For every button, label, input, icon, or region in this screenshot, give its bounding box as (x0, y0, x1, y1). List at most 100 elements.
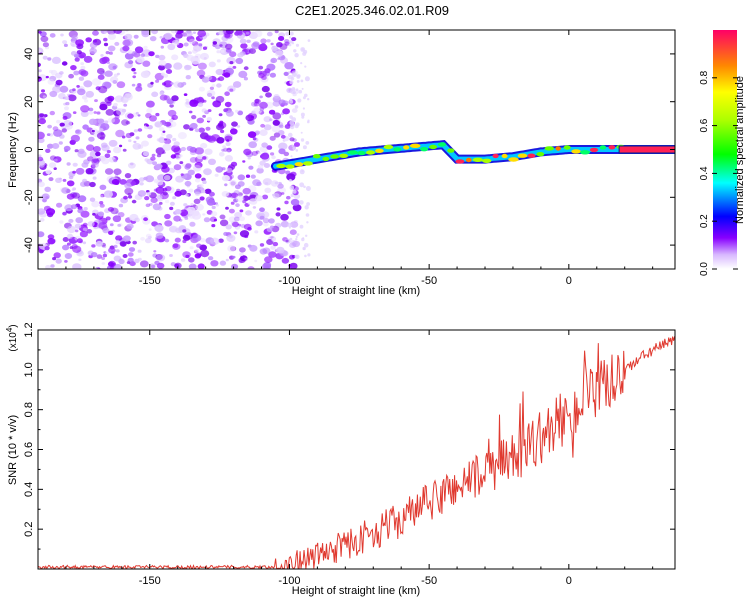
spectrogram-noise-blob (79, 230, 88, 238)
spectrogram-noise-blob (137, 83, 142, 87)
spectrogram-noise-blob (180, 173, 184, 176)
spectrogram-noise-blob (70, 204, 78, 210)
spectrogram-noise-blob (270, 152, 275, 156)
spectrogram-noise-blob (202, 46, 208, 50)
spectrogram-noise-blob (122, 254, 128, 258)
spectrogram-noise-blob (163, 123, 167, 126)
spectrogram-noise-blob (103, 190, 113, 198)
spectrogram-noise-blob (113, 168, 122, 175)
spectrogram-noise-blob (165, 69, 173, 74)
spectrogram-noise-blob (280, 134, 286, 139)
spectrogram-noise-blob (161, 165, 170, 173)
spectrogram-noise-blob (113, 263, 122, 269)
spectrogram-noise-blob (127, 162, 136, 169)
spectrogram-noise-blob (149, 36, 157, 42)
spectrogram-noise-blob (39, 113, 45, 118)
spectrogram-noise-blob (77, 88, 86, 96)
signal-track-blob (330, 154, 340, 159)
spectrogram-noise-blob (233, 216, 240, 222)
spectrogram-noise-blob (51, 143, 60, 149)
spectrogram-noise-blob (210, 260, 219, 267)
spectrogram-noise-blob (163, 74, 169, 78)
spectrogram-noise-blob (180, 258, 186, 262)
spectrogram-noise-blob (189, 157, 198, 163)
spectrogram-noise-blob (286, 195, 291, 200)
spectrogram-noise-blob (85, 168, 94, 175)
spectrogram-noise-blob (66, 193, 75, 200)
spectrogram-noise-blob (93, 39, 98, 43)
spectrogram-noise-blob (146, 100, 155, 108)
spectrogram-noise-blob (132, 142, 142, 150)
snr-ylabel: SNR (10 * v/v) (7, 415, 19, 485)
spectrogram-noise-dot (304, 65, 307, 68)
spectrogram-noise-blob (96, 111, 101, 115)
spectrogram-noise-blob (206, 198, 216, 206)
spectrogram-noise-blob (209, 86, 214, 91)
spectrogram-noise-blob (99, 184, 107, 190)
spectrogram-noise-blob (72, 162, 78, 167)
spectrogram-noise-dot (296, 80, 300, 83)
spectrogram-noise-blob (218, 76, 225, 82)
spectrogram-noise-blob (252, 206, 257, 209)
snr-scale-note: (x104) (5, 324, 19, 351)
signal-track-blob (608, 145, 616, 150)
spectrogram-noise-blob (272, 45, 276, 49)
spectrogram-noise-blob (115, 235, 123, 242)
spectrogram-noise-dot (291, 42, 295, 45)
spectrogram-noise-dot (289, 115, 293, 119)
spectrogram-noise-blob (143, 217, 149, 222)
spectrogram-noise-blob (90, 252, 98, 258)
spectrogram-noise-blob (100, 193, 105, 198)
spectrogram-noise-blob (76, 238, 83, 244)
spectrogram-noise-blob (270, 42, 274, 46)
spectrogram-noise-blob (185, 101, 190, 105)
spectrogram-noise-dot (288, 132, 293, 138)
spectrogram-noise-blob (128, 139, 132, 143)
spectrogram-noise-blob (137, 249, 142, 253)
spectrogram-noise-blob (239, 216, 245, 222)
spectrogram-noise-blob (121, 119, 129, 126)
spectrogram-noise-blob (250, 115, 254, 119)
spectrogram-noise-blob (42, 95, 47, 98)
signal-track-blob (508, 157, 519, 162)
spectrogram-noise-dot (300, 47, 306, 52)
spectrogram-noise-blob (87, 221, 95, 227)
spectrogram-noise-blob (232, 221, 239, 228)
signal-track-blob (589, 147, 599, 153)
spectrogram-noise-blob (58, 141, 63, 145)
spectrogram-noise-blob (95, 240, 104, 247)
spectrogram-noise-blob (112, 80, 118, 84)
spectrogram-noise-blob (258, 73, 265, 79)
spectrogram-noise-blob (107, 45, 116, 52)
spectrogram-noise-blob (97, 211, 105, 217)
spectrogram-noise-blob (97, 118, 105, 124)
spectrogram-noise-blob (266, 31, 273, 37)
spectrogram-ytick-label: 40 (23, 48, 35, 60)
spectrogram-noise-blob (214, 202, 218, 205)
spectrogram-noise-dot (295, 235, 298, 238)
spectrogram-noise-blob (248, 48, 256, 54)
spectrogram-noise-blob (294, 142, 300, 147)
spectrogram-noise-blob (145, 112, 152, 119)
spectrogram-noise-blob (200, 142, 208, 149)
spectrogram-noise-blob (114, 95, 124, 103)
spectrogram-noise-blob (89, 42, 98, 49)
signal-track-blob (294, 162, 304, 167)
spectrogram-noise-blob (248, 165, 254, 170)
spectrogram-noise-blob (123, 103, 128, 107)
spectrogram-noise-blob (197, 154, 204, 160)
spectrogram-noise-blob (137, 114, 141, 117)
snr-xtick-label: -100 (278, 575, 300, 587)
spectrogram-noise-blob (275, 212, 281, 217)
spectrogram-noise-blob (104, 153, 111, 159)
spectrogram-noise-blob (118, 212, 125, 218)
spectrogram-noise-blob (113, 244, 118, 248)
colorbar-gradient (713, 30, 737, 269)
spectrogram-noise-blob (266, 227, 273, 233)
spectrogram-noise-dot (301, 237, 305, 242)
spectrogram-noise-blob (115, 240, 121, 245)
spectrogram-noise-dot (306, 221, 309, 224)
spectrogram-noise-blob (59, 71, 64, 75)
spectrogram-noise-blob (201, 76, 210, 83)
spectrogram-noise-dot (293, 49, 297, 53)
